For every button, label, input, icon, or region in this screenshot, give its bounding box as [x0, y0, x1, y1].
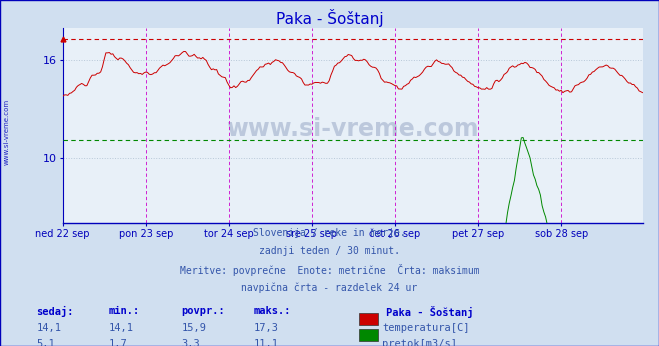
- Text: www.si-vreme.com: www.si-vreme.com: [3, 98, 9, 165]
- Text: Slovenija / reke in morje.: Slovenija / reke in morje.: [253, 228, 406, 238]
- Text: www.si-vreme.com: www.si-vreme.com: [226, 117, 479, 141]
- Text: Paka - Šoštanj: Paka - Šoštanj: [275, 9, 384, 27]
- Text: 1,7: 1,7: [109, 339, 127, 346]
- Text: maks.:: maks.:: [254, 306, 291, 316]
- Text: sedaj:: sedaj:: [36, 306, 74, 317]
- Text: navpična črta - razdelek 24 ur: navpična črta - razdelek 24 ur: [241, 282, 418, 293]
- Text: 11,1: 11,1: [254, 339, 279, 346]
- Text: Paka - Šoštanj: Paka - Šoštanj: [386, 306, 473, 318]
- Text: 14,1: 14,1: [109, 323, 134, 333]
- Text: pretok[m3/s]: pretok[m3/s]: [382, 339, 457, 346]
- Text: Meritve: povprečne  Enote: metrične  Črta: maksimum: Meritve: povprečne Enote: metrične Črta:…: [180, 264, 479, 276]
- Text: 5,1: 5,1: [36, 339, 55, 346]
- Text: 17,3: 17,3: [254, 323, 279, 333]
- Text: zadnji teden / 30 minut.: zadnji teden / 30 minut.: [259, 246, 400, 256]
- Text: temperatura[C]: temperatura[C]: [382, 323, 470, 333]
- Text: povpr.:: povpr.:: [181, 306, 225, 316]
- Text: 3,3: 3,3: [181, 339, 200, 346]
- Text: min.:: min.:: [109, 306, 140, 316]
- Text: 15,9: 15,9: [181, 323, 206, 333]
- Text: 14,1: 14,1: [36, 323, 61, 333]
